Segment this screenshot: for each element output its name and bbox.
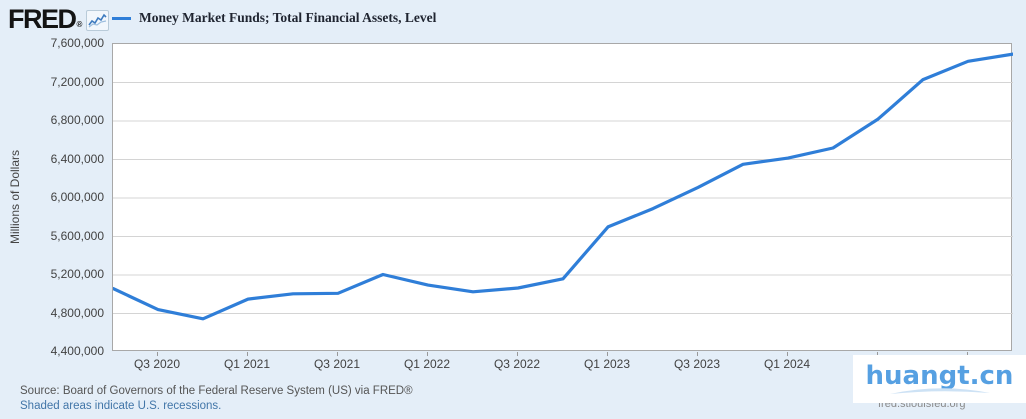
watermark-swoosh-icon <box>889 387 990 394</box>
x-axis-tick <box>337 352 338 356</box>
fred-logo-text: FRED <box>8 4 77 34</box>
x-axis-tick <box>157 352 158 356</box>
y-axis-tick-label: 6,800,000 <box>50 113 104 127</box>
x-axis-tick <box>787 352 788 356</box>
y-axis-tick-label: 5,600,000 <box>50 228 104 243</box>
legend: Money Market Funds; Total Financial Asse… <box>112 10 436 26</box>
x-axis-tick <box>697 352 698 356</box>
y-axis-tick-label: 7,600,000 <box>50 36 104 50</box>
watermark-text: huangt.cn <box>865 360 1014 391</box>
x-axis-tick-label: Q3 2020 <box>133 357 181 371</box>
source-note: Source: Board of Governors of the Federa… <box>20 384 413 414</box>
y-axis-tick-label: 4,400,000 <box>50 344 104 358</box>
x-axis-tick <box>427 352 428 356</box>
x-axis-tick <box>607 352 608 356</box>
x-axis-tick-label: Q1 2022 <box>403 357 451 371</box>
y-axis-tick-label: 7,200,000 <box>50 74 104 89</box>
y-axis-tick-label: 5,200,000 <box>50 267 104 281</box>
x-axis-tick-label: Q3 2021 <box>313 357 361 371</box>
watermark-box: huangt.cn <box>853 355 1026 403</box>
y-axis-tick-label: 6,400,000 <box>50 151 104 166</box>
fred-graph-icon <box>86 10 110 31</box>
y-axis-tick-label: 4,800,000 <box>50 305 104 320</box>
registered-mark: ® <box>76 20 83 29</box>
recession-note-link[interactable]: Shaded areas indicate U.S. recessions. <box>20 400 222 412</box>
y-axis-tick-label: 6,000,000 <box>50 190 104 204</box>
x-axis-tick-label: Q1 2023 <box>583 357 631 371</box>
source-line: Source: Board of Governors of the Federa… <box>20 385 413 397</box>
x-axis-tick <box>967 352 968 356</box>
x-axis-tick <box>247 352 248 356</box>
x-axis-tick-label: Q1 2021 <box>223 357 271 371</box>
plot-area[interactable] <box>112 43 1013 351</box>
x-axis-tick <box>517 352 518 356</box>
legend-line-swatch <box>112 16 131 20</box>
legend-label: Money Market Funds; Total Financial Asse… <box>139 10 437 25</box>
x-axis-tick-label: Q1 2024 <box>763 357 811 371</box>
x-axis-tick-label: Q3 2023 <box>673 357 721 371</box>
fred-logo: FRED ® <box>8 4 110 35</box>
x-axis-tick <box>877 352 878 356</box>
x-axis-tick-label: Q3 2022 <box>493 357 541 371</box>
